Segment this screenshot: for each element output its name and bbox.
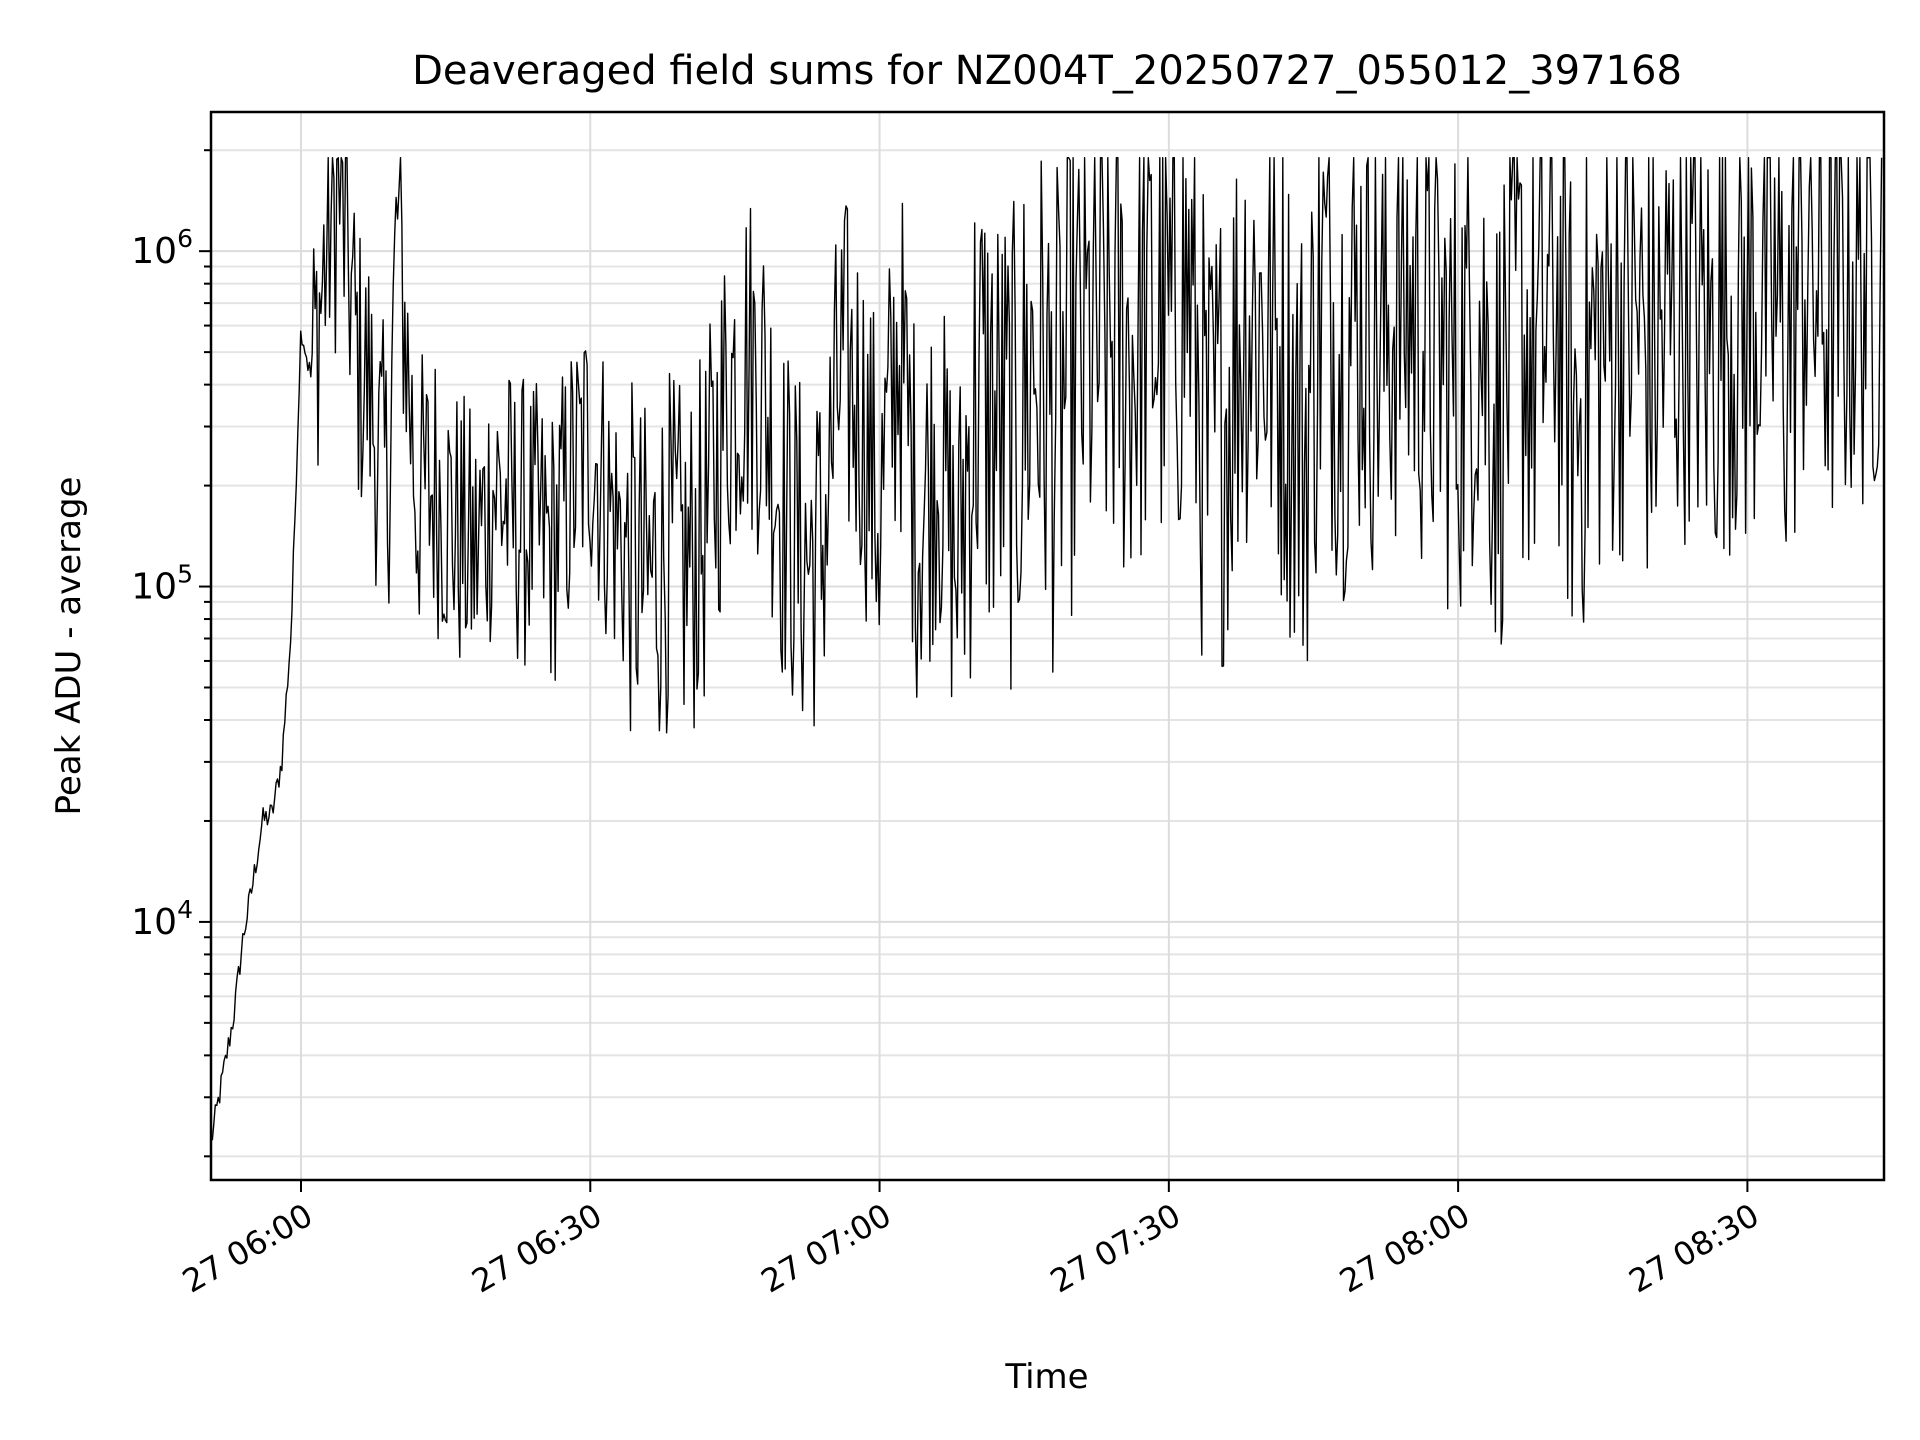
plot-frame	[209, 110, 1886, 1182]
chart-title: Deaveraged field sums for NZ004T_2025072…	[412, 48, 1682, 94]
y-axis-label: Peak ADU - average	[49, 477, 89, 816]
x-axis-label: Time	[1004, 1357, 1088, 1397]
y-tick-label: 105	[131, 560, 193, 608]
y-tick-label: 104	[131, 895, 193, 943]
y-tick-label: 106	[131, 224, 193, 272]
series-line	[210, 157, 1883, 1141]
